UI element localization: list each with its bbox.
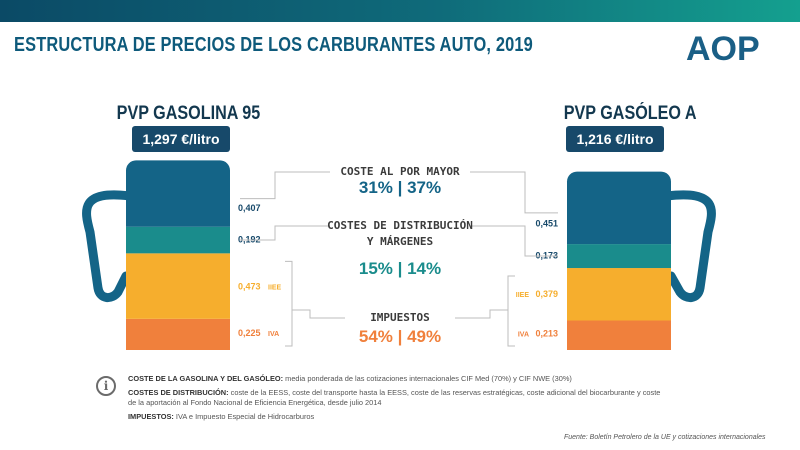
connector-impuestos-left-bracket <box>285 260 293 347</box>
group-title-impuestos: IMPUESTOS <box>370 311 430 324</box>
bar-iva <box>126 318 230 350</box>
connector-impuestos-right <box>455 309 508 319</box>
left-pump-title: PVP GASOLINA 95 <box>116 103 261 124</box>
group-title-distribucion: COSTES DE DISTRIBUCIÓN <box>327 219 473 232</box>
group-pct-mayor: 31% | 37% <box>359 178 441 197</box>
logo-text: AOP <box>686 30 760 66</box>
value-label-mayor: 0,407 <box>238 203 261 213</box>
bar-ieh <box>567 268 671 321</box>
connector-mayor-right <box>470 171 558 214</box>
group-pct-distribucion: 15% | 14% <box>359 259 441 278</box>
left-price-badge: 1,297 €/litro <box>132 126 230 152</box>
bar-mayor <box>126 170 230 227</box>
group-pct-impuestos: 54% | 49% <box>359 327 441 346</box>
bar-distribucion <box>567 244 671 269</box>
value-label-ieh: 0,473 <box>238 281 261 291</box>
tag-label-ieh: IIEE <box>516 292 530 299</box>
value-label-iva: 0,213 <box>535 329 558 339</box>
bar-distribucion <box>126 226 230 254</box>
aop-logo: AOP <box>686 30 760 66</box>
bar-mayor <box>567 181 671 245</box>
note-impuestos: IMPUESTOS: IVA e Impuesto Especial de Hi… <box>128 412 315 421</box>
bar-ieh <box>126 253 230 319</box>
connector-impuestos-right-bracket <box>507 275 515 347</box>
value-label-iva: 0,225 <box>238 328 261 338</box>
note-distribucion: COSTES DE DISTRIBUCIÓN: coste de la EESS… <box>128 388 661 407</box>
right-pump-title: PVP GASÓLEO A <box>563 103 697 124</box>
source-note: Fuente: Boletín Petrolero de la UE y cot… <box>564 434 766 441</box>
info-icon: i <box>96 376 116 396</box>
group-title-mayor: COSTE AL POR MAYOR <box>340 165 460 178</box>
value-label-mayor: 0,451 <box>535 219 558 229</box>
tag-label-iva: IVA <box>518 332 529 339</box>
top-banner <box>0 0 800 22</box>
bar-iva <box>567 320 671 350</box>
connector-impuestos-left <box>292 309 345 319</box>
tag-label-ieh: IIEE <box>268 284 282 291</box>
value-label-ieh: 0,379 <box>535 289 558 299</box>
connector-distribucion-left <box>240 225 330 241</box>
notes: COSTE DE LA GASOLINA Y DEL GASÓLEO: medi… <box>128 374 668 426</box>
pump-hose <box>82 190 135 302</box>
connector-mayor-left <box>240 171 330 200</box>
tag-label-iva: IVA <box>268 331 279 338</box>
pump-hose <box>662 190 716 302</box>
page-title: ESTRUCTURA DE PRECIOS DE LOS CARBURANTES… <box>14 34 533 56</box>
connector-distribucion-right <box>470 225 558 257</box>
group-title-distribucion-2: Y MÁRGENES <box>367 235 433 248</box>
value-label-distribucion: 0,173 <box>535 250 558 260</box>
right-price-badge: 1,216 €/litro <box>566 126 664 152</box>
note-coste: COSTE DE LA GASOLINA Y DEL GASÓLEO: medi… <box>128 374 572 383</box>
